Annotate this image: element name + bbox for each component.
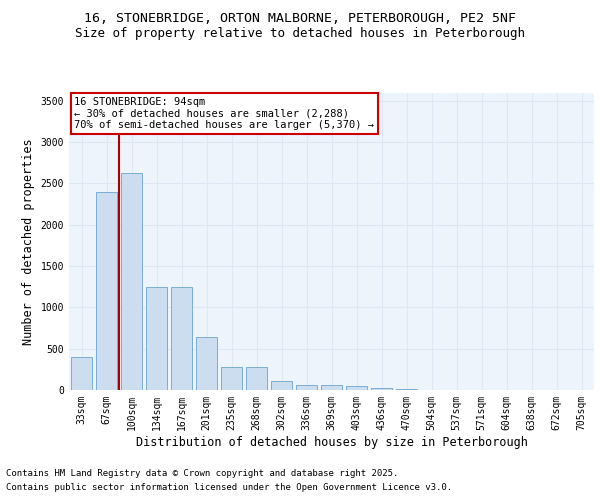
Text: 16, STONEBRIDGE, ORTON MALBORNE, PETERBOROUGH, PE2 5NF: 16, STONEBRIDGE, ORTON MALBORNE, PETERBO… [84,12,516,26]
Bar [346,386,367,390]
Bar [146,286,167,390]
Text: Size of property relative to detached houses in Peterborough: Size of property relative to detached ho… [75,28,525,40]
X-axis label: Distribution of detached houses by size in Peterborough: Distribution of detached houses by size … [136,436,527,448]
Bar [196,337,217,390]
Bar [221,368,242,390]
Bar [71,357,92,390]
Text: 16 STONEBRIDGE: 94sqm
← 30% of detached houses are smaller (2,288)
70% of semi-d: 16 STONEBRIDGE: 94sqm ← 30% of detached … [74,97,374,130]
Bar [96,192,117,390]
Text: Contains HM Land Registry data © Crown copyright and database right 2025.: Contains HM Land Registry data © Crown c… [6,468,398,477]
Bar [246,368,267,390]
Text: Contains public sector information licensed under the Open Government Licence v3: Contains public sector information licen… [6,484,452,492]
Bar [296,385,317,390]
Bar [121,173,142,390]
Bar [271,381,292,390]
Bar [171,286,192,390]
Bar [321,386,342,390]
Y-axis label: Number of detached properties: Number of detached properties [22,138,35,344]
Bar [371,388,392,390]
Bar [396,389,417,390]
